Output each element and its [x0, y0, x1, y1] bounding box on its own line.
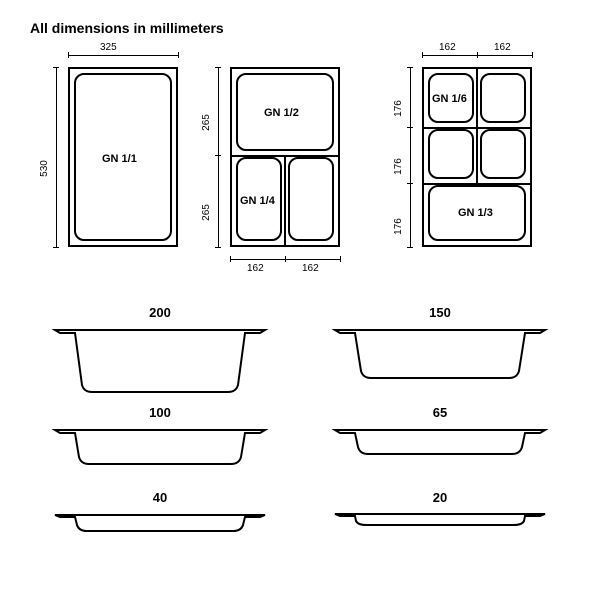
top-plan-views: 325 530 GN 1/1 265 265 GN 1/2 GN 1/4 162…: [30, 45, 570, 305]
dim-tick: [407, 247, 413, 248]
dim-tick: [422, 52, 423, 58]
gn12-label: GN 1/2: [264, 107, 299, 119]
dim-h-gn16-3: 176: [393, 218, 404, 235]
dim-width-gn11: 325: [100, 42, 117, 53]
dim-h-gn16-2: 176: [393, 158, 404, 175]
dim-tick: [407, 67, 413, 68]
dim-tick: [230, 256, 231, 262]
depth-150: 150: [330, 305, 550, 320]
dim-w-gn14-l: 162: [247, 263, 264, 274]
pan-150: 150: [330, 325, 550, 381]
page-title: All dimensions in millimeters: [30, 20, 224, 36]
dim-tick: [53, 247, 59, 248]
depth-20: 20: [330, 490, 550, 505]
pan-200: 200: [50, 325, 270, 395]
gn14-pan-right: [288, 157, 334, 241]
dim-tick: [178, 52, 179, 58]
dim-line: [56, 67, 57, 247]
dim-line: [218, 67, 219, 247]
gn16-pan-d: [480, 129, 526, 179]
depth-40: 40: [50, 490, 270, 505]
dim-h-gn12-bot: 265: [201, 204, 212, 221]
dim-tick: [68, 52, 69, 58]
dim-line: [68, 55, 178, 56]
dim-tick: [407, 127, 413, 128]
dim-tick: [53, 67, 59, 68]
dim-h-gn12-top: 265: [201, 114, 212, 131]
dim-tick: [340, 256, 341, 262]
dim-height-gn11: 530: [39, 160, 50, 177]
gn3-vdiv: [476, 67, 478, 183]
depth-200: 200: [50, 305, 270, 320]
dim-w-gn16-l: 162: [439, 42, 456, 53]
gn13-label: GN 1/3: [458, 207, 493, 219]
dim-tick: [215, 247, 221, 248]
gn14-label: GN 1/4: [240, 195, 275, 207]
dim-line: [410, 67, 411, 247]
dim-tick: [285, 256, 286, 262]
dim-tick: [215, 155, 221, 156]
gn16-pan-c: [428, 129, 474, 179]
profile-views: 200 150 100 65 40 20: [30, 300, 570, 580]
dim-w-gn16-r: 162: [494, 42, 511, 53]
dim-tick: [532, 52, 533, 58]
dim-tick: [215, 67, 221, 68]
dim-w-gn14-r: 162: [302, 263, 319, 274]
pan-40: 40: [50, 510, 270, 534]
gn16-label: GN 1/6: [432, 93, 467, 105]
dim-tick: [477, 52, 478, 58]
pan-100: 100: [50, 425, 270, 467]
dim-h-gn16-1: 176: [393, 100, 404, 117]
dim-tick: [407, 183, 413, 184]
depth-65: 65: [330, 405, 550, 420]
pan-20: 20: [330, 510, 550, 528]
gn14-divider: [284, 155, 286, 247]
gn11-label: GN 1/1: [102, 153, 137, 165]
gn16-pan-b: [480, 73, 526, 123]
depth-100: 100: [50, 405, 270, 420]
pan-65: 65: [330, 425, 550, 457]
